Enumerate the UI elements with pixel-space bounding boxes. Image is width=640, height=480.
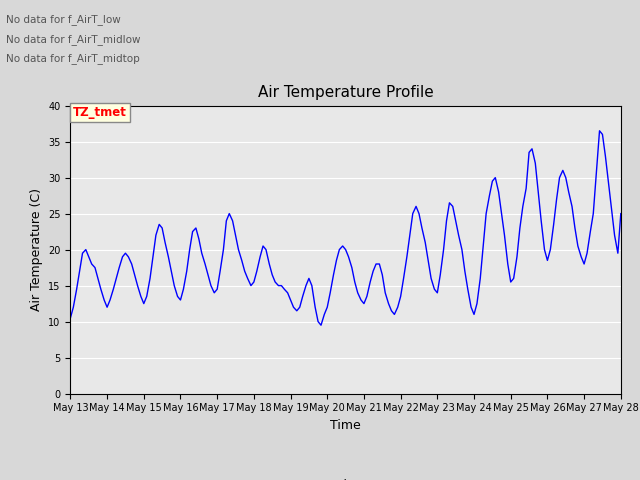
Text: No data for f_AirT_midlow: No data for f_AirT_midlow [6, 34, 141, 45]
Title: Air Temperature Profile: Air Temperature Profile [258, 85, 433, 100]
X-axis label: Time: Time [330, 419, 361, 432]
Text: TZ_tmet: TZ_tmet [73, 106, 127, 119]
Legend: AirT 22m: AirT 22m [295, 474, 396, 480]
Text: No data for f_AirT_midtop: No data for f_AirT_midtop [6, 53, 140, 64]
Text: No data for f_AirT_low: No data for f_AirT_low [6, 14, 121, 25]
Y-axis label: Air Temperature (C): Air Temperature (C) [29, 188, 43, 311]
